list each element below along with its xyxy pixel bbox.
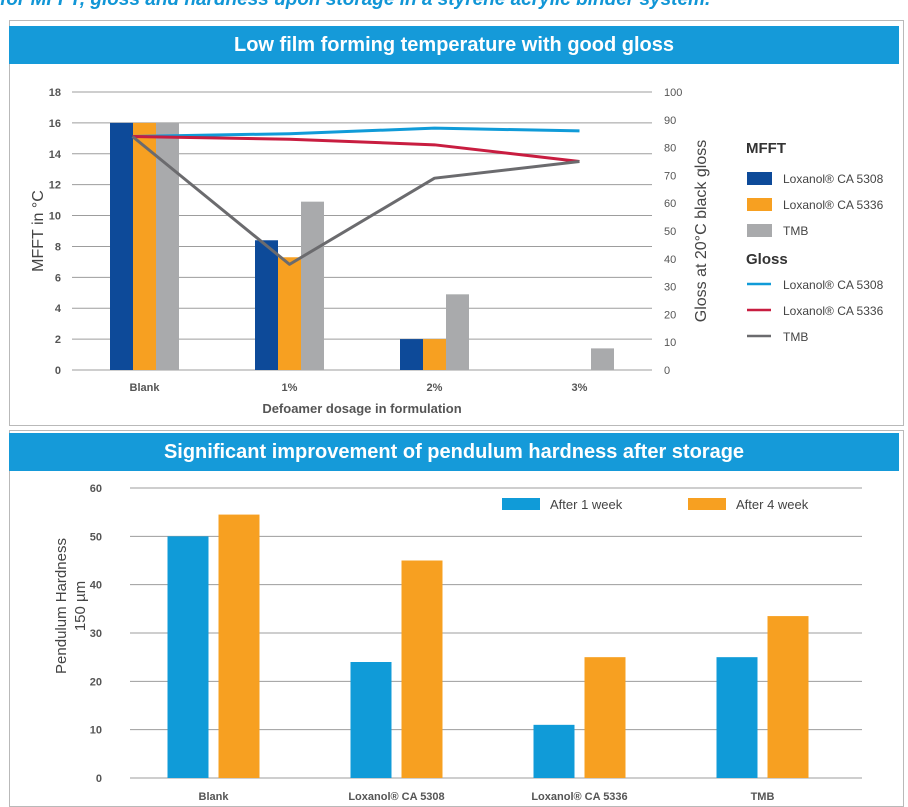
legend-label-gloss-loxanol-5308: Loxanol® CA 5308 (783, 278, 884, 292)
y2-tick-label: 10 (664, 337, 676, 349)
legend-gloss-title: Gloss (746, 251, 788, 268)
y-tick-label: 16 (49, 118, 61, 130)
y2-tick-label: 20 (664, 309, 676, 321)
y-tick-label: 10 (49, 211, 61, 223)
legend-swatch-after-1-week (502, 498, 540, 510)
chart-2-banner: Significant improvement of pendulum hard… (9, 433, 899, 471)
chart-1-banner: Low film forming temperature with good g… (9, 26, 899, 64)
x-tick-label: 3% (572, 382, 588, 394)
y2-tick-label: 100 (664, 87, 682, 99)
x-axis-title: Defoamer dosage in formulation (262, 401, 461, 416)
y2-axis-title: Gloss at 20°C black gloss (693, 140, 710, 322)
y-tick-label: 0 (55, 365, 61, 377)
y-axis-title-line-2: 150 µm (72, 581, 89, 631)
bar-loxanol-5336 (133, 122, 156, 370)
gloss-line-loxanol-5308 (132, 126, 580, 138)
bar-after-1-week (533, 724, 575, 778)
y2-tick-label: 60 (664, 198, 676, 210)
legend-label-loxanol-5336: Loxanol® CA 5336 (783, 198, 884, 212)
y-tick-label: 14 (49, 149, 62, 161)
y2-tick-label: 50 (664, 226, 676, 238)
bar-loxanol-5308 (400, 339, 423, 370)
bar-after-1-week (350, 662, 392, 778)
legend-swatch-bar (747, 224, 772, 237)
y-tick-label: 40 (90, 580, 102, 592)
y-tick-label: 60 (90, 483, 102, 495)
x-tick-label: 2% (427, 382, 443, 394)
y2-tick-label: 0 (664, 365, 670, 377)
legend-swatch-bar (747, 198, 772, 211)
y-tick-label: 18 (49, 87, 61, 99)
gloss-line-loxanol-5336 (132, 134, 580, 163)
x-tick-label: Blank (199, 791, 230, 803)
legend-label-gloss-tmb: TMB (783, 330, 808, 344)
y2-tick-label: 40 (664, 254, 676, 266)
bar-loxanol-5336 (423, 339, 446, 370)
y-tick-label: 30 (90, 628, 102, 640)
legend-label-after-1-week: After 1 week (550, 497, 623, 512)
bar-tmb (591, 348, 614, 370)
y-axis-title-line-1: Pendulum Hardness (53, 538, 70, 674)
bar-tmb (156, 122, 179, 370)
y-tick-label: 4 (55, 303, 62, 315)
legend-swatch-after-4-week (688, 498, 726, 510)
x-tick-label: Loxanol® CA 5336 (531, 791, 627, 803)
y2-tick-label: 30 (664, 282, 676, 294)
y2-tick-label: 70 (664, 170, 676, 182)
bar-tmb (301, 201, 324, 370)
y-tick-label: 0 (96, 773, 102, 785)
y-tick-label: 2 (55, 334, 61, 346)
legend-label-after-4-week: After 4 week (736, 497, 809, 512)
legend-label-gloss-loxanol-5336: Loxanol® CA 5336 (783, 304, 884, 318)
bar-loxanol-5308 (255, 240, 278, 370)
legend-label-loxanol-5308: Loxanol® CA 5308 (783, 172, 884, 186)
y2-tick-label: 80 (664, 143, 676, 155)
bar-after-4-week (401, 560, 443, 778)
bar-after-4-week (767, 616, 809, 778)
y-tick-label: 8 (55, 241, 61, 253)
legend-mfft-title: MFFT (746, 140, 786, 157)
y-axis-title: MFFT in °C (30, 190, 47, 272)
bar-after-1-week (716, 657, 758, 778)
x-tick-label: Loxanol® CA 5308 (348, 791, 444, 803)
x-tick-label: 1% (282, 382, 298, 394)
bar-tmb (446, 294, 469, 370)
x-tick-label: Blank (130, 382, 161, 394)
page-heading: for MFFT, gloss and hardness upon storag… (0, 0, 908, 13)
y-tick-label: 10 (90, 725, 102, 737)
bar-after-1-week (167, 536, 209, 778)
y2-tick-label: 90 (664, 115, 676, 127)
y-tick-label: 20 (90, 676, 102, 688)
mfft-gloss-chart: 0 2 4 6 8 10 12 14 16 18 0 10 20 30 40 50 60 70 80 90 100 Bla… (30, 87, 884, 416)
gloss-line-tmb (131, 135, 580, 266)
y-tick-label: 50 (90, 531, 102, 543)
bar-after-4-week (584, 657, 626, 778)
legend-swatch-bar (747, 172, 772, 185)
y-tick-label: 6 (55, 272, 61, 284)
y-tick-label: 12 (49, 180, 61, 192)
bar-loxanol-5336 (278, 257, 301, 370)
bar-after-4-week (218, 514, 260, 778)
pendulum-hardness-chart: 0 10 20 30 40 50 60 Blank Loxanol® CA 5308 Loxano… (53, 483, 862, 803)
legend-label-tmb: TMB (783, 224, 808, 238)
bar-loxanol-5308 (110, 122, 133, 370)
x-tick-label: TMB (751, 791, 775, 803)
